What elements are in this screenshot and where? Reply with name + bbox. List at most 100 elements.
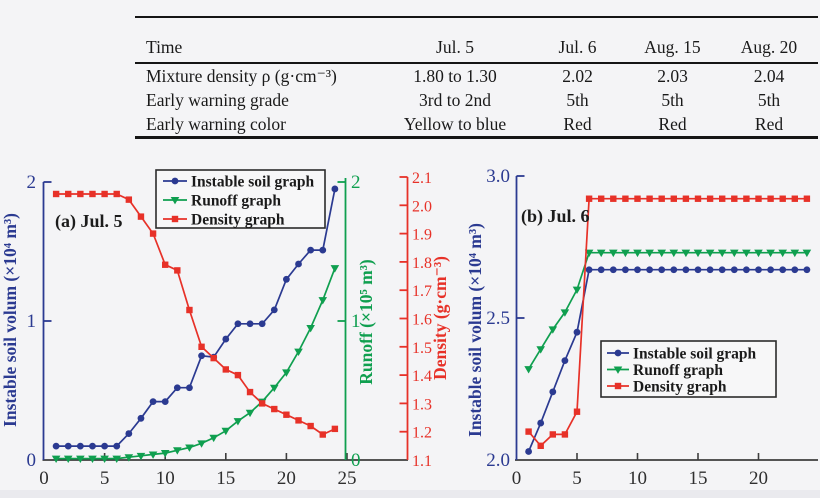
data-point — [791, 195, 798, 202]
data-point — [561, 431, 569, 438]
data-point — [89, 442, 96, 450]
x-tick-label: 10 — [156, 468, 175, 489]
density-axis-title: Density (g·cm⁻³) — [430, 256, 450, 380]
data-point — [718, 266, 726, 274]
data-point — [186, 384, 193, 392]
data-point — [100, 455, 109, 464]
data-point — [791, 266, 799, 274]
data-point — [633, 249, 642, 258]
data-point — [682, 195, 690, 202]
x-tick-label: 15 — [689, 468, 708, 489]
data-point — [174, 267, 181, 274]
data-point — [186, 306, 193, 314]
data-point — [731, 195, 738, 202]
data-point — [609, 249, 618, 258]
warning-table: Time Jul. 5 Jul. 6 Aug. 15 Aug. 20 Mixtu… — [135, 16, 818, 139]
legend-label: Runoff graph — [633, 362, 723, 379]
data-point — [209, 434, 218, 443]
data-point — [295, 260, 302, 268]
data-point — [682, 266, 690, 274]
runoff-tick-label: 2 — [351, 172, 361, 193]
panel-label: (b) Jul. 6 — [521, 206, 590, 227]
data-point — [803, 266, 811, 274]
data-point — [137, 414, 145, 422]
data-point — [64, 442, 72, 450]
data-point — [51, 455, 61, 464]
data-point — [657, 249, 666, 258]
data-point — [306, 324, 315, 333]
data-point — [331, 185, 339, 193]
table-header-jul6: Jul. 6 — [558, 37, 597, 57]
data-point — [767, 266, 774, 274]
soil-tick-label: 0 — [27, 450, 37, 471]
data-point — [222, 335, 230, 343]
soil-tick-label: 2.5 — [486, 308, 510, 329]
data-point — [585, 195, 593, 202]
table-cell: Red — [563, 114, 592, 134]
data-point — [572, 286, 582, 294]
data-point — [185, 444, 194, 452]
data-point — [658, 266, 666, 274]
data-point — [573, 408, 581, 415]
density-tick-label: 1.5 — [412, 340, 432, 357]
legend-box — [600, 340, 777, 398]
data-point — [295, 417, 302, 424]
density-tick-label: 1.8 — [412, 255, 432, 272]
density-tick-label: 2.1 — [412, 170, 432, 187]
data-point — [319, 246, 327, 254]
table-cell: 5th — [757, 90, 781, 110]
data-point — [173, 384, 181, 392]
data-point — [693, 249, 703, 258]
data-point — [670, 266, 678, 274]
data-point — [283, 411, 290, 418]
legend: Instable soil graph Runoff graph Density g… — [155, 169, 326, 229]
data-point — [124, 454, 134, 462]
data-point — [537, 419, 545, 427]
density-graph-series — [52, 190, 339, 438]
density-tick-label: 1.7 — [412, 283, 432, 300]
runoff-graph-series — [524, 249, 812, 374]
data-point — [755, 195, 762, 202]
data-point — [246, 388, 254, 396]
row-label: Mixture density ρ (g·cm⁻³) — [146, 66, 337, 86]
data-point — [149, 398, 157, 406]
table-top-rule — [135, 16, 818, 18]
data-point — [779, 266, 787, 274]
data-point — [717, 249, 727, 258]
series-line — [56, 267, 336, 460]
data-point — [548, 326, 558, 334]
density-tick-label: 1.3 — [412, 396, 432, 413]
data-point — [148, 451, 158, 459]
runoff-tick-label: 0 — [351, 450, 361, 471]
table-cell: 2.03 — [657, 66, 688, 86]
data-point — [525, 448, 532, 455]
legend-label: Density graph — [633, 379, 727, 396]
instable-soil-graph-series — [525, 266, 811, 455]
x-tick-label: 10 — [628, 468, 647, 489]
data-point — [755, 266, 762, 274]
data-point — [63, 455, 73, 464]
density-tick-label: 1.9 — [412, 227, 432, 244]
table-cell: 5th — [661, 90, 684, 110]
data-point — [730, 266, 738, 274]
table-row-grade: Early warning grade 3rd to 2nd 5th 5th 5… — [135, 88, 818, 112]
data-point — [730, 249, 739, 258]
data-point — [149, 230, 157, 237]
soil-tick-label: 2.0 — [486, 450, 510, 471]
table-cell: 5th — [566, 90, 589, 110]
runoff-tick-label: 1 — [351, 311, 361, 332]
table-cell: 2.04 — [753, 66, 785, 86]
table-header-aug15: Aug. 15 — [644, 37, 701, 57]
series-line — [527, 197, 807, 448]
legend-label: Runoff graph — [191, 193, 281, 210]
data-point — [573, 328, 581, 336]
data-point — [331, 425, 339, 433]
data-point — [609, 266, 617, 274]
data-point — [136, 452, 146, 461]
legend-marker — [171, 215, 179, 223]
density-graph-series — [525, 195, 811, 449]
runoff-axis-title: Runoff (×10⁵ m³) — [356, 259, 376, 385]
data-point — [719, 195, 726, 202]
data-point — [536, 346, 545, 354]
